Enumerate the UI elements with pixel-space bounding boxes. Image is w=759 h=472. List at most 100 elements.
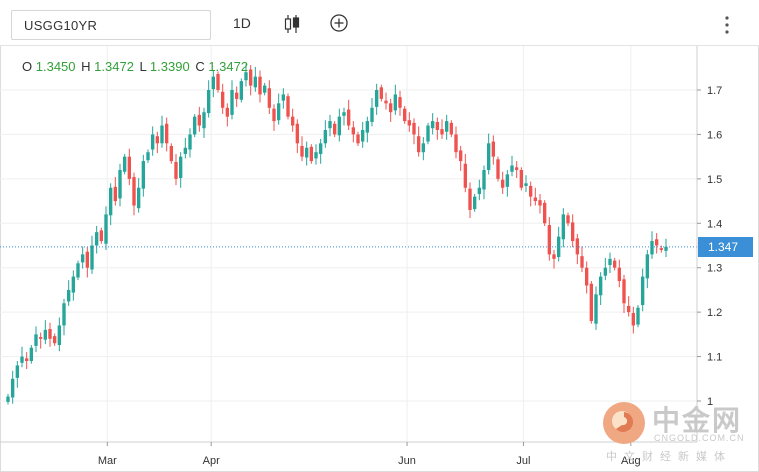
candle-body xyxy=(314,152,318,159)
candle-body xyxy=(94,232,99,246)
candle-body xyxy=(547,225,552,255)
candle-body xyxy=(612,260,617,268)
timeframe-button[interactable]: 1D xyxy=(233,15,251,31)
candle-body xyxy=(346,109,351,126)
candle-body xyxy=(239,81,244,100)
candle-body xyxy=(197,114,202,126)
price-tick-label: 1 xyxy=(707,396,713,408)
candles xyxy=(6,64,668,405)
candle-body xyxy=(412,122,416,135)
candle-body xyxy=(225,107,230,117)
open-value: 1.3450 xyxy=(35,59,76,74)
candle-body xyxy=(309,146,314,162)
candle-body xyxy=(640,276,645,306)
candle-body xyxy=(6,396,10,402)
ohlc-legend: O 1.3450 H 1.3472 L 1.3390 C 1.3472 xyxy=(22,59,250,74)
candle-body xyxy=(416,136,421,153)
candle-body xyxy=(402,108,407,122)
watermark-subtitle: 中文财经新媒体 xyxy=(606,451,732,463)
candle-body xyxy=(561,214,566,240)
plus-circle-icon[interactable] xyxy=(329,13,349,33)
candle-body xyxy=(444,121,449,132)
candle-body xyxy=(164,123,169,144)
candle-body xyxy=(491,141,496,157)
candle-body xyxy=(603,267,608,276)
candle-body xyxy=(631,313,636,326)
low-label: L xyxy=(139,59,147,74)
candle-body xyxy=(374,90,379,107)
low-value: 1.3390 xyxy=(149,59,190,74)
candle-body xyxy=(328,121,332,129)
candle-body xyxy=(276,103,281,121)
candle-body xyxy=(216,74,220,90)
candle-body xyxy=(85,251,90,268)
candle-body xyxy=(90,245,94,270)
candle-body xyxy=(127,156,132,179)
candle-body xyxy=(659,248,664,250)
candle-body xyxy=(524,183,528,186)
candle-body xyxy=(155,136,160,144)
candle-body xyxy=(20,356,24,363)
candle-body xyxy=(258,76,262,95)
candle-body xyxy=(76,263,80,278)
candle-body xyxy=(393,94,398,111)
candle-body xyxy=(108,187,113,216)
candle-body xyxy=(160,125,164,144)
candle-body xyxy=(594,294,598,324)
candle-body xyxy=(584,267,589,286)
candle-body xyxy=(608,258,612,266)
candle-body xyxy=(113,186,118,202)
candle-body xyxy=(29,347,34,362)
candle-body xyxy=(449,122,454,135)
cngold-logo-icon xyxy=(603,402,645,444)
candle-body xyxy=(150,134,155,150)
candle-body xyxy=(57,325,62,346)
candle-body xyxy=(206,90,211,114)
watermark-domain: CNGOLD.COM.CN xyxy=(654,433,745,443)
candle-body xyxy=(244,72,248,81)
candle-body xyxy=(454,134,458,153)
time-tick-label: Jul xyxy=(516,455,530,467)
candle-body xyxy=(38,337,43,339)
candle-body xyxy=(262,85,267,93)
close-value: 1.3472 xyxy=(208,59,249,74)
candle-body xyxy=(136,187,141,209)
candle-body xyxy=(538,200,542,206)
symbol-search-input[interactable]: USGG10YR xyxy=(11,10,211,40)
candle-body xyxy=(430,121,435,129)
candle-body xyxy=(230,90,234,115)
candle-body xyxy=(440,129,444,135)
candle-body xyxy=(379,87,384,99)
candle-body xyxy=(482,169,486,190)
candle-body xyxy=(421,143,426,153)
candle-body xyxy=(645,254,650,279)
candle-body xyxy=(622,279,626,304)
candle-body xyxy=(202,112,206,129)
candle-body xyxy=(132,177,136,206)
candle-body xyxy=(66,289,71,302)
candle-body xyxy=(435,121,440,130)
candle-body xyxy=(472,196,477,210)
candle-body xyxy=(505,174,510,187)
candle-body xyxy=(234,92,239,99)
open-label: O xyxy=(22,59,33,74)
candle-body xyxy=(426,125,430,142)
price-tick-label: 1.4 xyxy=(707,218,722,230)
price-tick-label: 1.3 xyxy=(707,263,722,275)
vertical-dots-icon[interactable] xyxy=(722,14,732,36)
candle-body xyxy=(384,100,388,104)
high-label: H xyxy=(81,59,91,74)
price-tick-label: 1.5 xyxy=(707,174,722,186)
candle-body xyxy=(407,120,412,126)
candle-body xyxy=(342,112,346,116)
candle-body xyxy=(552,254,556,259)
candle-body xyxy=(458,150,463,162)
price-axis: 1 1.1 1.2 1.3 1.4 1.5 1.6 1.7 xyxy=(697,85,722,408)
candle-body xyxy=(24,358,29,362)
candle-body xyxy=(286,96,290,117)
candle-body xyxy=(370,107,374,122)
candle-body xyxy=(146,152,150,161)
last-price-tag: 1.347 xyxy=(698,237,753,257)
candlestick-icon[interactable] xyxy=(283,13,301,35)
